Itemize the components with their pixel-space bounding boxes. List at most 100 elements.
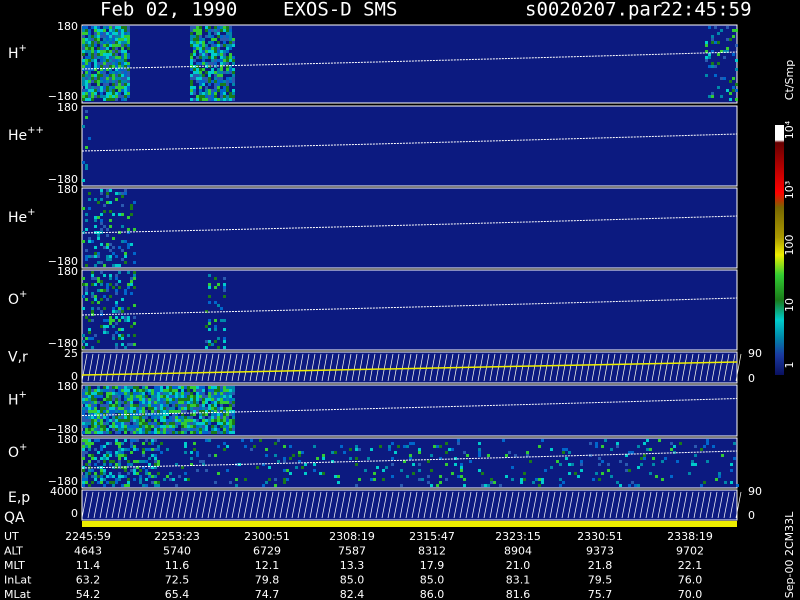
spectrum-pixel [127, 271, 130, 274]
spectrum-pixel [732, 86, 735, 89]
spectrum-pixel [127, 44, 130, 47]
spectrum-pixel [151, 398, 154, 401]
spectrum-pixel [100, 92, 103, 95]
spectrum-pixel [88, 442, 91, 445]
spectrum-pixel [91, 413, 94, 416]
spectrum-pixel [112, 32, 115, 35]
tick-label: 180 [57, 101, 78, 114]
row-label: MLat [4, 588, 31, 600]
spectrum-pixel [91, 47, 94, 50]
spectrum-pixel [133, 228, 136, 231]
spectrum-pixel [720, 77, 723, 80]
spectrum-pixel [112, 264, 115, 267]
trace [327, 353, 334, 382]
trace [519, 353, 526, 382]
spectrum-pixel [202, 419, 205, 422]
spectrum-pixel [124, 422, 127, 425]
spectrum-pixel [115, 407, 118, 410]
trace [237, 491, 244, 519]
trace [81, 51, 738, 70]
spectrum-pixel [112, 65, 115, 68]
spectrum-pixel [220, 407, 223, 410]
trace [81, 361, 738, 376]
spectrum-pixel [172, 478, 175, 481]
spectrum-pixel [223, 425, 226, 428]
spectrum-pixel [226, 65, 229, 68]
spectrum-pixel [322, 457, 325, 460]
spectrum-pixel [460, 475, 463, 478]
spectrum-pixel [82, 53, 85, 56]
spectrum-pixel [106, 422, 109, 425]
spectrum-pixel [124, 83, 127, 86]
spectrum-pixel [106, 389, 109, 392]
spectrum-pixel [232, 389, 235, 392]
spectrum-pixel [717, 53, 720, 56]
trace [309, 353, 316, 382]
spectrum-pixel [421, 478, 424, 481]
spectrum-pixel [127, 71, 130, 74]
spectrum-pixel [190, 419, 193, 422]
spectrum-pixel [735, 59, 738, 62]
spectrum-pixel [163, 407, 166, 410]
spectrum-pixel [229, 98, 232, 101]
spectrum-pixel [118, 71, 121, 74]
spectrum-pixel [217, 32, 220, 35]
spectrum-pixel [85, 475, 88, 478]
spectrum-pixel [223, 286, 226, 289]
spectrum-pixel [157, 389, 160, 392]
spectrum-pixel [115, 95, 118, 98]
spectrum-pixel [124, 389, 127, 392]
spectrum-pixel [418, 448, 421, 451]
spectrum-pixel [94, 428, 97, 431]
spectrum-pixel [205, 53, 208, 56]
spectrum-pixel [193, 407, 196, 410]
spectrum-pixel [214, 29, 217, 32]
spectrum-pixel [118, 425, 121, 428]
spectrum-pixel [226, 392, 229, 395]
spectrum-pixel [169, 478, 172, 481]
spectrum-pixel [541, 439, 544, 442]
spectrum-pixel [196, 35, 199, 38]
spectrum-pixel [88, 454, 91, 457]
spectrum-pixel [166, 407, 169, 410]
spectrum-pixel [181, 425, 184, 428]
trace [363, 491, 370, 519]
spectrum-pixel [94, 225, 97, 228]
spectrum-pixel [118, 422, 121, 425]
spectrum-pixel [601, 445, 604, 448]
spectrum-pixel [406, 445, 409, 448]
trace [525, 353, 532, 382]
spectrum-pixel [646, 448, 649, 451]
spectrum-pixel [85, 422, 88, 425]
spectrum-pixel [121, 416, 124, 419]
spectrum-pixel [103, 463, 106, 466]
spectrum-pixel [106, 331, 109, 334]
spectrum-pixel [106, 65, 109, 68]
spectrum-pixel [154, 401, 157, 404]
spectrum-pixel [643, 457, 646, 460]
spectrum-pixel [82, 481, 85, 484]
spectrum-pixel [145, 469, 148, 472]
spectrum-pixel [85, 386, 88, 389]
spectrum-pixel [124, 77, 127, 80]
spectrum-pixel [708, 26, 711, 29]
spectrum-pixel [88, 29, 91, 32]
spectrum-pixel [154, 481, 157, 484]
spectrum-pixel [91, 277, 94, 280]
spectrum-pixel [717, 62, 720, 65]
spectrum-pixel [100, 472, 103, 475]
spectrum-pixel [148, 404, 151, 407]
tick-label: 180 [57, 265, 78, 278]
spectrum-pixel [211, 50, 214, 53]
spectrum-pixel [85, 65, 88, 68]
table-cell: 70.0 [678, 588, 703, 600]
spectrum-pixel [106, 392, 109, 395]
spectrum-pixel [427, 481, 430, 484]
spectrum-pixel [217, 50, 220, 53]
spectrum-pixel [112, 481, 115, 484]
spectrum-pixel [711, 41, 714, 44]
spectrum-pixel [220, 425, 223, 428]
spectrum-pixel [82, 295, 85, 298]
spectrum-pixel [112, 410, 115, 413]
spectrum-pixel [118, 319, 121, 322]
